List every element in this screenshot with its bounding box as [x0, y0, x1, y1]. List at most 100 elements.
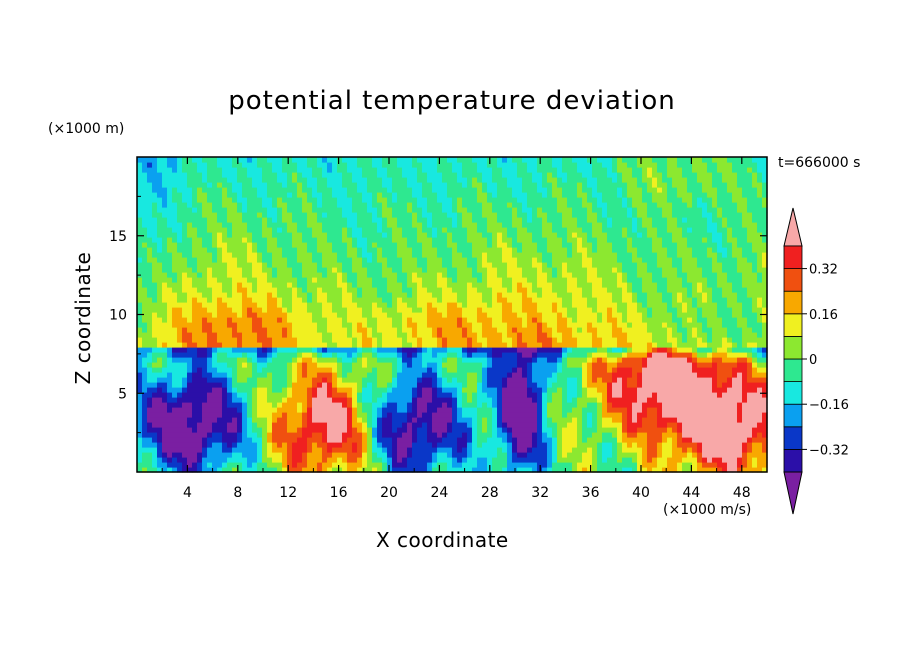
heatmap-cell [177, 227, 183, 233]
heatmap-cell [327, 462, 333, 468]
heatmap-cell [407, 367, 413, 373]
heatmap-cell [207, 337, 213, 343]
heatmap-cell [357, 432, 363, 438]
heatmap-cell [387, 287, 393, 293]
heatmap-cell [377, 327, 383, 333]
heatmap-cell [152, 442, 158, 448]
heatmap-cell [302, 462, 308, 468]
heatmap-cell [367, 262, 373, 268]
heatmap-cell [172, 232, 178, 238]
heatmap-cell [357, 297, 363, 303]
heatmap-cell [222, 292, 228, 298]
heatmap-cell [482, 247, 488, 253]
heatmap-cell [162, 182, 168, 188]
heatmap-cell [347, 392, 353, 398]
heatmap-cell [427, 332, 433, 338]
heatmap-cell [372, 167, 378, 173]
heatmap-cell [192, 357, 198, 363]
heatmap-cell [267, 217, 273, 223]
heatmap-cell [137, 277, 143, 283]
heatmap-cell [332, 162, 338, 168]
heatmap-cell [312, 392, 318, 398]
heatmap-cell [322, 272, 328, 278]
heatmap-cell [362, 292, 368, 298]
heatmap-cell [387, 417, 393, 423]
heatmap-cell [322, 232, 328, 238]
heatmap-cell [137, 452, 143, 458]
heatmap-cell [442, 312, 448, 318]
heatmap-cell [247, 222, 253, 228]
heatmap-cell [222, 287, 228, 293]
heatmap-cell [157, 397, 163, 403]
heatmap-cell [342, 287, 348, 293]
heatmap-cell [327, 332, 333, 338]
heatmap-cell [437, 202, 443, 208]
heatmap-cell [232, 257, 238, 263]
heatmap-cell [182, 172, 188, 178]
heatmap-cell [267, 182, 273, 188]
heatmap-cell [377, 232, 383, 238]
heatmap-cell [392, 182, 398, 188]
heatmap-cell [427, 342, 433, 348]
heatmap-cell [182, 357, 188, 363]
heatmap-cell [397, 227, 403, 233]
heatmap-cell [377, 397, 383, 403]
heatmap-cell [162, 252, 168, 258]
heatmap-cell [297, 182, 303, 188]
heatmap-cell [142, 397, 148, 403]
heatmap-cell [322, 187, 328, 193]
heatmap-cell [187, 157, 193, 163]
heatmap-cell [192, 247, 198, 253]
heatmap-cell [277, 452, 283, 458]
heatmap-cell [397, 162, 403, 168]
heatmap-cell [477, 377, 483, 383]
heatmap-cell [237, 217, 243, 223]
heatmap-cell [322, 327, 328, 333]
heatmap-cell [332, 292, 338, 298]
heatmap-cell [487, 292, 493, 298]
heatmap-cell [407, 172, 413, 178]
heatmap-cell [527, 272, 533, 278]
heatmap-cell [387, 327, 393, 333]
heatmap-cell [147, 237, 153, 243]
heatmap-cell [427, 177, 433, 183]
heatmap-cell [532, 447, 538, 453]
heatmap-cell [467, 407, 473, 413]
heatmap-cell [467, 347, 473, 353]
heatmap-cell [172, 227, 178, 233]
heatmap-cell [432, 402, 438, 408]
heatmap-cell [327, 417, 333, 423]
heatmap-cell [257, 322, 263, 328]
heatmap-cell [197, 237, 203, 243]
heatmap-cell [462, 217, 468, 223]
heatmap-cell [492, 432, 498, 438]
heatmap-cell [482, 167, 488, 173]
heatmap-cell [202, 252, 208, 258]
heatmap-cell [297, 292, 303, 298]
heatmap-cell [292, 292, 298, 298]
heatmap-cell [312, 402, 318, 408]
heatmap-cell [337, 257, 343, 263]
heatmap-cell [297, 377, 303, 383]
heatmap-cell [217, 447, 223, 453]
heatmap-cell [187, 207, 193, 213]
heatmap-cell [342, 172, 348, 178]
heatmap-cell [447, 187, 453, 193]
heatmap-cell [227, 312, 233, 318]
heatmap-cell [457, 437, 463, 443]
heatmap-cell [237, 322, 243, 328]
heatmap-cell [472, 347, 478, 353]
heatmap-cell [532, 467, 538, 473]
heatmap-cell [272, 382, 278, 388]
heatmap-cell [227, 212, 233, 218]
heatmap-cell [237, 422, 243, 428]
heatmap-cell [287, 387, 293, 393]
heatmap-cell [152, 337, 158, 343]
heatmap-cell [292, 217, 298, 223]
heatmap-cell [307, 352, 313, 358]
heatmap-cell [377, 357, 383, 363]
heatmap-cell [317, 407, 323, 413]
heatmap-cell [322, 392, 328, 398]
heatmap-cell [282, 417, 288, 423]
heatmap-cell [177, 437, 183, 443]
